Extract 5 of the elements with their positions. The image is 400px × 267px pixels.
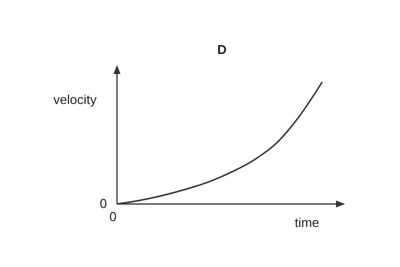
x-axis-title: time	[294, 215, 320, 230]
chart-title: D	[217, 42, 227, 57]
y-axis-title: velocity	[53, 92, 98, 107]
text: 0	[109, 209, 117, 224]
text: 0	[100, 196, 107, 211]
